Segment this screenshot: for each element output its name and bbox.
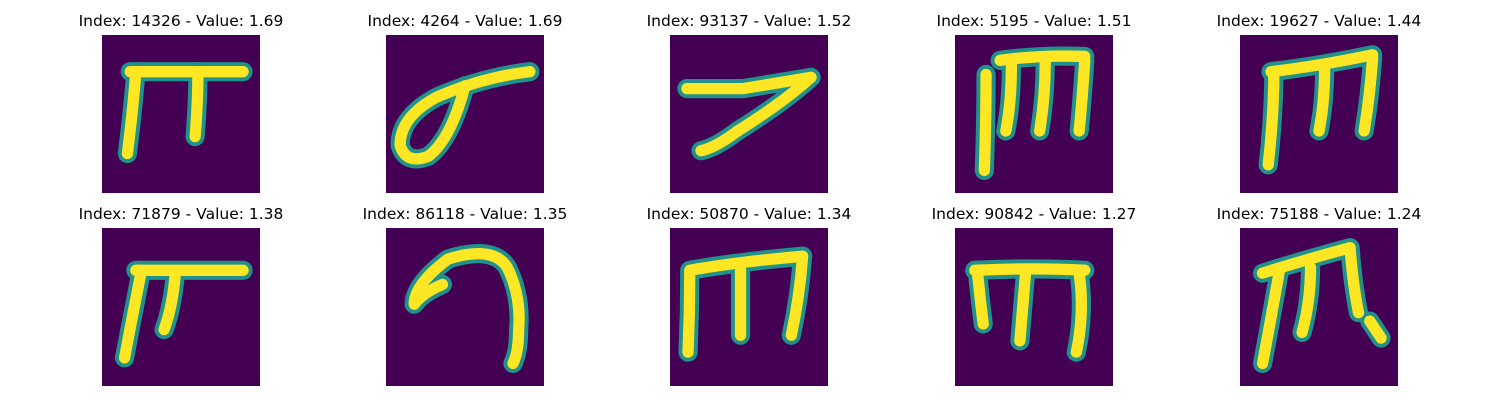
image-panel-6: Index: 71879 - Value: 1.38 — [61, 203, 301, 388]
panel-title: Index: 19627 - Value: 1.44 — [1216, 12, 1422, 30]
m-shape-image — [1258, 45, 1383, 175]
glyph-image — [386, 35, 544, 193]
glyph-image — [1240, 35, 1398, 193]
panel-title: Index: 5195 - Value: 1.51 — [936, 12, 1132, 30]
m-shape-image — [678, 246, 813, 362]
panel-title: Index: 86118 - Value: 1.35 — [362, 205, 568, 223]
glyph-image — [102, 35, 260, 193]
image-panel-4: Index: 5195 - Value: 1.51 — [914, 10, 1154, 195]
image-panel-10: Index: 75188 - Value: 1.24 — [1199, 203, 1439, 388]
image-panel-8: Index: 50870 - Value: 1.34 — [629, 203, 869, 388]
pi-shape-image — [114, 260, 253, 368]
panel-title: Index: 14326 - Value: 1.69 — [78, 12, 284, 30]
three-legged-bar-image — [974, 46, 1095, 181]
panel-title: Index: 4264 - Value: 1.69 — [367, 12, 563, 30]
panel-title: Index: 93137 - Value: 1.52 — [646, 12, 852, 30]
panel-title: Index: 71879 - Value: 1.38 — [78, 205, 284, 223]
pi-shape-image — [117, 62, 253, 164]
image-panel-1: Index: 14326 - Value: 1.69 — [61, 10, 301, 195]
panel-title: Index: 50870 - Value: 1.34 — [646, 205, 852, 223]
loop-with-bar-image — [390, 62, 540, 169]
seven-shape-image — [677, 67, 821, 161]
image-panel-3: Index: 93137 - Value: 1.52 — [629, 10, 869, 195]
glyph-image — [670, 35, 828, 193]
image-panel-7: Index: 86118 - Value: 1.35 — [345, 203, 585, 388]
hook-shape-image — [404, 244, 529, 374]
glyph-image — [955, 35, 1113, 193]
glyph-image — [102, 228, 260, 386]
panel-title: Index: 90842 - Value: 1.27 — [931, 205, 1137, 223]
glyph-image — [386, 228, 544, 386]
image-panel-9: Index: 90842 - Value: 1.27 — [914, 203, 1154, 388]
three-legged-bar-image — [965, 259, 1095, 362]
pi-shape-with-tail-image — [1252, 238, 1391, 374]
glyph-image — [955, 228, 1113, 386]
glyph-image — [670, 228, 828, 386]
image-panel-2: Index: 4264 - Value: 1.69 — [345, 10, 585, 195]
glyph-image — [1240, 228, 1398, 386]
image-panel-5: Index: 19627 - Value: 1.44 — [1199, 10, 1439, 195]
panel-title: Index: 75188 - Value: 1.24 — [1216, 205, 1422, 223]
